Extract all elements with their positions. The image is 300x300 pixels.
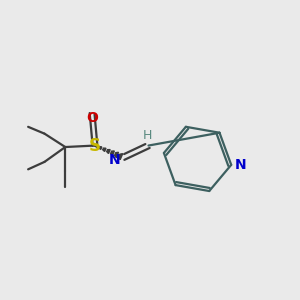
Polygon shape — [103, 148, 106, 152]
Text: S: S — [89, 136, 101, 154]
Polygon shape — [95, 145, 98, 147]
Polygon shape — [115, 152, 119, 158]
Polygon shape — [118, 154, 123, 160]
Text: N: N — [235, 158, 247, 172]
Text: N: N — [109, 153, 121, 167]
Text: O: O — [86, 111, 98, 125]
Polygon shape — [107, 150, 110, 154]
Text: H: H — [142, 129, 152, 142]
Polygon shape — [99, 147, 102, 149]
Polygon shape — [111, 151, 114, 156]
